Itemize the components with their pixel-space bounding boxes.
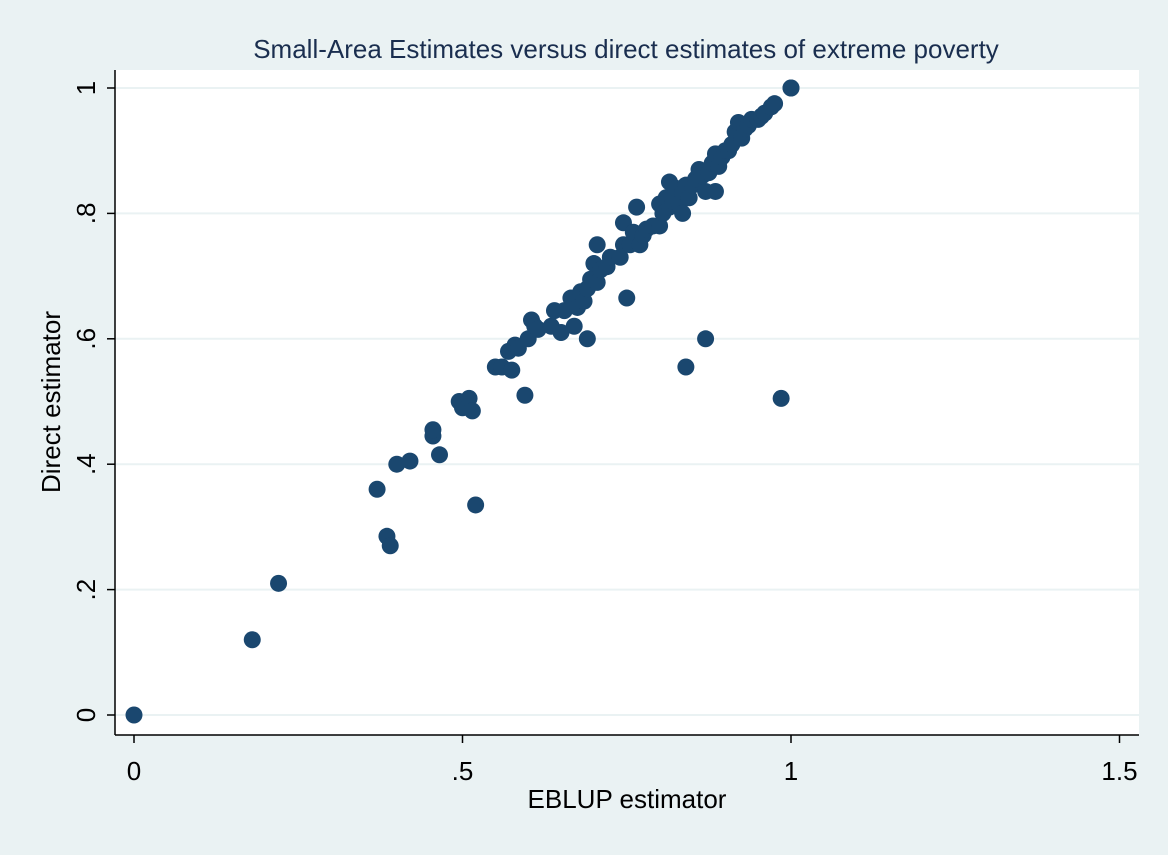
data-point-40 — [588, 236, 606, 254]
x-axis-label: EBLUP estimator — [528, 784, 727, 814]
data-point-3 — [368, 480, 386, 498]
y-tick-label-5: 1 — [71, 81, 101, 95]
data-point-26 — [529, 320, 547, 338]
data-point-22 — [516, 386, 534, 404]
data-point-1 — [243, 631, 261, 649]
data-point-67 — [677, 358, 695, 376]
data-point-5 — [381, 537, 399, 555]
data-point-0 — [125, 706, 143, 724]
y-tick-label-0: 0 — [71, 708, 101, 722]
data-point-14 — [463, 402, 481, 420]
chart-title: Small-Area Estimates versus direct estim… — [253, 34, 999, 64]
data-point-65 — [674, 204, 692, 222]
axes — [107, 70, 1139, 743]
data-point-78 — [706, 182, 724, 200]
data-point-2 — [270, 574, 288, 592]
x-tick-label-2: 1 — [784, 756, 798, 786]
data-point-10 — [431, 446, 449, 464]
data-point-36 — [578, 330, 596, 348]
data-point-29 — [552, 324, 570, 342]
y-tick-label-3: .6 — [71, 328, 101, 350]
data-point-98 — [782, 79, 800, 97]
x-tick-label-3: 1.5 — [1101, 756, 1137, 786]
y-tick-label-4: .8 — [71, 203, 101, 225]
y-tick-label-2: .4 — [71, 453, 101, 475]
y-axis-label: Direct estimator — [36, 311, 66, 493]
data-point-48 — [618, 289, 636, 307]
data-point-15 — [467, 496, 485, 514]
data-point-19 — [503, 361, 521, 379]
x-tick-label-0: 0 — [127, 756, 141, 786]
data-points — [125, 79, 800, 724]
x-tick-label-1: .5 — [452, 756, 474, 786]
data-point-7 — [401, 452, 419, 470]
data-point-75 — [697, 330, 715, 348]
data-point-95 — [766, 95, 784, 113]
data-point-6 — [388, 455, 406, 473]
data-point-32 — [565, 317, 583, 335]
data-point-96 — [772, 389, 790, 407]
y-tick-label-1: .2 — [71, 579, 101, 601]
grid-lines — [115, 87, 1139, 716]
plot-area — [115, 70, 1139, 735]
data-point-30 — [555, 302, 573, 320]
tick-labels: 0 .2 .4 .6 .8 1 0 .5 1 1.5 — [71, 81, 1138, 786]
data-point-9 — [424, 421, 442, 439]
data-point-51 — [628, 198, 646, 216]
